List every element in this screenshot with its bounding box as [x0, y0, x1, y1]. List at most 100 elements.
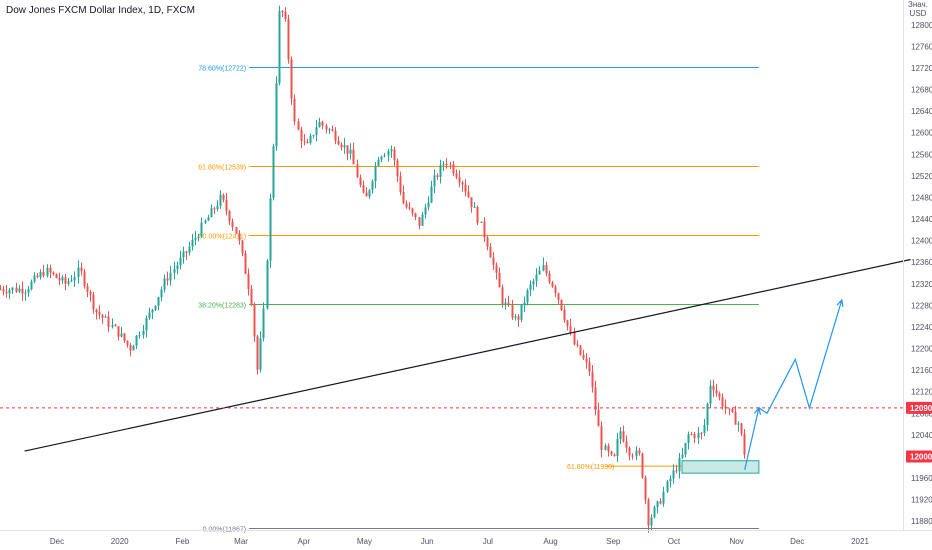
candle-body — [253, 304, 256, 337]
candle-body — [520, 304, 523, 320]
candle-body — [225, 199, 228, 212]
candle-body — [718, 393, 721, 398]
price-axis[interactable]: 12800 12760 12720 12680 12640 12600 12560 12520… — [906, 21, 932, 526]
candle-body — [123, 333, 126, 341]
candle-body — [579, 345, 582, 355]
candle-body — [101, 314, 104, 318]
candle-body — [492, 257, 495, 265]
candle-body — [635, 450, 638, 457]
candle-body — [461, 182, 464, 185]
candle-body — [303, 141, 306, 143]
candle-body — [430, 186, 433, 203]
candle-body — [52, 272, 55, 275]
candles-series — [0, 5, 746, 533]
candle-body — [166, 278, 169, 281]
price-tick-label: 12520 — [911, 172, 932, 181]
candle-body — [573, 332, 576, 345]
candle-body — [641, 453, 644, 478]
candle-body — [582, 354, 585, 359]
candle-body — [117, 326, 120, 337]
candle-body — [95, 309, 98, 312]
candle-body — [700, 432, 703, 434]
candle-body — [467, 191, 470, 198]
candle-body — [328, 129, 331, 131]
candle-body — [39, 271, 42, 278]
candle-body — [142, 330, 145, 336]
candle-body — [697, 432, 700, 439]
candle-body — [666, 481, 669, 492]
candle-body — [231, 221, 234, 228]
candle-body — [473, 206, 476, 208]
candle-body — [70, 280, 73, 282]
candle-body — [368, 190, 371, 197]
time-tick-label: Jun — [421, 537, 434, 546]
candle-body — [551, 282, 554, 287]
drawing-overlays[interactable] — [0, 258, 911, 471]
candle-body — [421, 214, 424, 226]
candle-body — [98, 311, 101, 315]
candle-body — [703, 425, 706, 433]
candle-body — [266, 260, 269, 309]
candle-body — [73, 277, 76, 281]
candle-body — [529, 284, 532, 291]
candle-body — [743, 433, 746, 455]
fib-level-label: 38.20%(12283) — [198, 303, 246, 310]
candle-body — [204, 220, 207, 223]
candle-body — [55, 274, 58, 279]
candle-body — [163, 278, 166, 290]
candle-body — [148, 312, 151, 318]
price-tick-label: 12280 — [911, 301, 932, 310]
candle-body — [27, 289, 30, 293]
candle-body — [672, 470, 675, 479]
fib-level-label: 78.60%(12722) — [198, 66, 246, 73]
candle-body — [532, 281, 535, 285]
candle-body — [418, 217, 421, 226]
candle-body — [644, 477, 647, 500]
candle-body — [569, 325, 572, 333]
candle-body — [46, 267, 49, 276]
candle-body — [374, 166, 377, 182]
candle-body — [359, 177, 362, 185]
candle-body — [21, 288, 24, 294]
candle-body — [427, 202, 430, 208]
candle-body — [86, 286, 89, 292]
candle-body — [424, 207, 427, 215]
candle-body — [715, 390, 718, 394]
candle-body — [15, 287, 18, 292]
price-badge-label: 12090 — [910, 404, 932, 413]
time-tick-label: May — [357, 537, 372, 546]
candle-body — [309, 135, 312, 143]
candle-body — [191, 239, 194, 247]
candle-body — [293, 98, 296, 122]
plot-area[interactable] — [0, 0, 903, 530]
candle-body — [259, 338, 262, 370]
candle-body — [30, 281, 33, 290]
price-tick-label: 12200 — [911, 345, 932, 354]
candle-body — [470, 197, 473, 207]
price-tick-label: 12760 — [911, 42, 932, 51]
candle-body — [331, 129, 334, 131]
time-tick-label: Dec — [790, 537, 804, 546]
candle-body — [380, 156, 383, 160]
candle-body — [126, 340, 129, 346]
candle-body — [346, 145, 349, 154]
chart-title: Dow Jones FXCM Dollar Index, 1D, FXCM — [6, 5, 195, 16]
support-zone[interactable]: 61.80%(11980) — [567, 460, 760, 474]
candle-body — [452, 164, 455, 174]
candle-body — [269, 198, 272, 261]
candle-body — [207, 217, 210, 221]
candle-body — [476, 206, 479, 223]
candle-body — [449, 164, 452, 166]
candle-body — [483, 221, 486, 238]
candle-body — [222, 194, 225, 200]
price-tick-label: 11960 — [911, 474, 932, 483]
candle-body — [489, 246, 492, 258]
price-tick-label: 12560 — [911, 150, 932, 159]
price-tick-label: 12160 — [911, 366, 932, 375]
time-axis[interactable]: Dec 2020 Feb Mar Apr May Jun Jul Aug Sep Oct Nov Dec… — [50, 537, 870, 546]
candle-body — [188, 246, 191, 253]
candle-body — [607, 445, 610, 452]
price-tick-label: 12240 — [911, 323, 932, 332]
candle-body — [235, 227, 238, 234]
